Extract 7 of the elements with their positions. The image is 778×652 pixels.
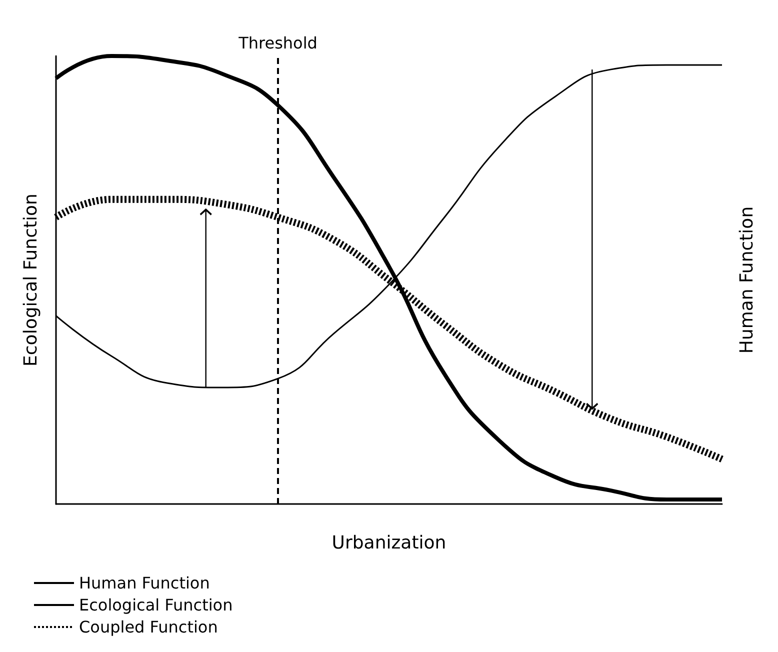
legend-label: Coupled Function [79,618,218,636]
y-axis-title: Ecological Function [20,194,42,366]
y2-axis-title: Human Function [736,206,758,354]
x-axis-title: Urbanization [332,532,446,554]
text: Threshold [238,34,318,52]
legend-label: Human Function [79,574,210,592]
legend-label: Ecological Function [79,596,233,614]
